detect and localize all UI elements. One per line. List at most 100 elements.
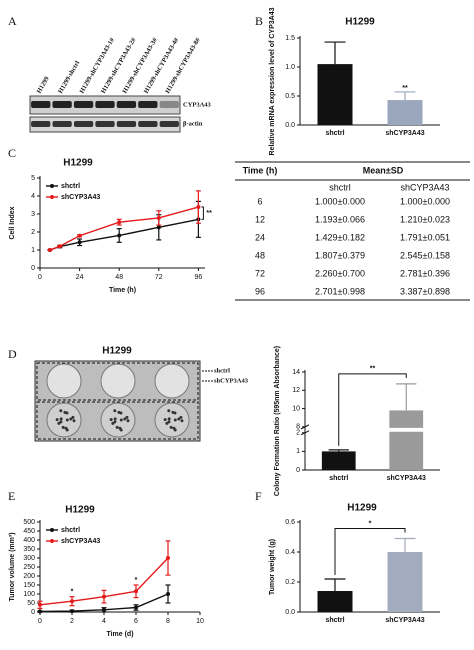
- y-tick-label: 1: [296, 448, 300, 455]
- colony-dot: [109, 418, 113, 422]
- band: [31, 121, 51, 127]
- colony-dot: [119, 418, 123, 422]
- colony-dot: [163, 418, 167, 422]
- table-cell: 1.807±0.379: [315, 250, 365, 260]
- panel-label: B: [255, 14, 263, 28]
- colony-dot: [125, 415, 129, 419]
- x-tick-label: 2: [70, 618, 74, 625]
- significance-bracket: [201, 206, 204, 220]
- y-tick-label: 0.0: [285, 122, 295, 129]
- y-tick-label: 400: [23, 537, 35, 544]
- y-tick-label: 100: [23, 591, 35, 598]
- colony-dot: [57, 421, 61, 425]
- colony-dot: [59, 417, 63, 421]
- legend-label: shctrl: [61, 527, 80, 534]
- band: [116, 121, 137, 127]
- y-tick-label: 1.5: [285, 35, 295, 42]
- table-cell: 2.781±0.396: [400, 268, 450, 278]
- table-cell: 2.545±0.158: [400, 250, 450, 260]
- y-tick-label: 0.6: [285, 519, 295, 526]
- colony-wells: [46, 363, 190, 438]
- axis-break: [306, 427, 441, 432]
- table-cell: 3.387±0.898: [400, 286, 450, 296]
- significance-label: **: [206, 210, 212, 217]
- point: [166, 592, 170, 596]
- chart-title: H1299: [65, 505, 95, 516]
- y-tick-label: 250: [23, 564, 35, 571]
- y-tick-label: 0.5: [285, 93, 295, 100]
- band: [73, 121, 94, 127]
- chart-title: H1299: [63, 158, 93, 169]
- band: [73, 101, 94, 108]
- bar: [317, 591, 353, 612]
- y-tick-label: 500: [23, 519, 35, 526]
- table-subheader: shctrl: [329, 182, 351, 192]
- band: [95, 121, 115, 127]
- significance-label: *: [71, 589, 74, 596]
- band: [138, 101, 158, 108]
- colony-dot: [72, 419, 76, 423]
- significance-label: *: [135, 577, 138, 584]
- colony-dot: [65, 418, 69, 422]
- y-tick-label: 450: [23, 528, 35, 535]
- colony-dot: [126, 419, 130, 423]
- point: [156, 225, 161, 230]
- table-cell: 72: [255, 268, 265, 278]
- x-tick-label: 72: [155, 274, 163, 281]
- x-tick-label: 96: [195, 274, 203, 281]
- chart-title: H1299: [347, 503, 377, 514]
- colony-dot: [61, 425, 65, 429]
- colony-label: shCYP3A43: [214, 377, 249, 384]
- y-axis-label: Relative mRNA expression level of CYP3A4…: [269, 7, 276, 155]
- colony-dot: [173, 428, 177, 432]
- colony-dot: [113, 409, 117, 413]
- point: [196, 205, 201, 210]
- band: [95, 101, 115, 108]
- y-axis-label: Cell Index: [9, 206, 16, 239]
- table-cell: 96: [255, 286, 265, 296]
- point: [57, 244, 62, 249]
- colony-label: shctrl: [214, 367, 230, 374]
- bar: [389, 410, 424, 470]
- x-tick-label: 0: [38, 274, 42, 281]
- y-tick-label: 0: [296, 467, 300, 474]
- legend-label: shCYP3A43: [61, 538, 100, 545]
- significance-bracket: [338, 373, 407, 446]
- bar: [387, 552, 423, 612]
- table-cell: 48: [255, 250, 265, 260]
- band: [138, 121, 158, 127]
- y-tick-label: 1.0: [285, 64, 295, 71]
- legend-label: shCYP3A43: [61, 194, 100, 201]
- x-tick-label: shctrl: [325, 130, 344, 137]
- table-cell: 1.210±0.023: [400, 214, 450, 224]
- colony-dot: [69, 417, 73, 421]
- y-tick-label: 150: [23, 582, 35, 589]
- colony-dot: [180, 419, 184, 423]
- x-tick-label: 10: [196, 618, 204, 625]
- colony-dot: [177, 417, 181, 421]
- legend-marker: [50, 184, 54, 188]
- table-cell: 2.701±0.998: [315, 286, 365, 296]
- point: [77, 233, 82, 238]
- y-tick-label: 14: [292, 369, 300, 376]
- y-tick-label: 8: [296, 424, 300, 431]
- y-tick-label: 4: [31, 193, 35, 200]
- band: [52, 121, 72, 127]
- x-tick-label: 8: [166, 618, 170, 625]
- y-tick-label: 0: [31, 609, 35, 616]
- x-tick-label: 24: [76, 274, 84, 281]
- x-tick-label: shctrl: [329, 475, 348, 482]
- y-axis-label: Colony Formation Ratio (595nm Absorbance…: [274, 346, 281, 496]
- colony-dot: [71, 415, 75, 419]
- y-tick-label: 50: [27, 600, 35, 607]
- blot-bands: [31, 101, 179, 127]
- point: [70, 599, 74, 604]
- point: [134, 589, 138, 594]
- colony-row-box: [36, 401, 199, 440]
- y-tick-label: 0.0: [285, 609, 295, 616]
- x-axis-label: Time (h): [109, 287, 136, 294]
- y-tick-label: 0.2: [285, 579, 295, 586]
- x-tick-label: shCYP3A43: [385, 130, 424, 137]
